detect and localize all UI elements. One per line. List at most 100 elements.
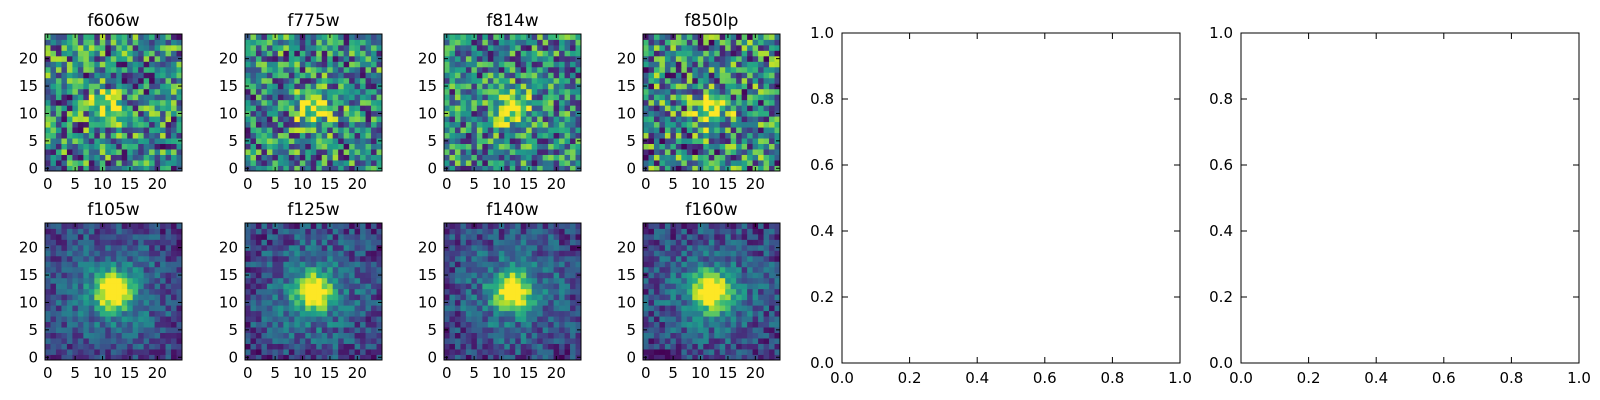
heatmap-cell (50, 121, 57, 128)
heatmap-cell (288, 105, 295, 112)
heatmap-cell (371, 77, 377, 84)
heatmap-cell (332, 44, 339, 51)
heatmap-cell (266, 105, 273, 112)
heatmap-cell (165, 255, 172, 262)
heatmap-cell (272, 255, 279, 262)
heatmap-cell (504, 338, 511, 344)
heatmap-cell (299, 138, 306, 144)
heatmap-cell (708, 272, 715, 279)
heatmap-cell (105, 39, 112, 46)
heatmap-cell (165, 83, 172, 90)
heatmap-cell (476, 127, 483, 134)
heatmap-cell (332, 332, 339, 339)
heatmap-cell (272, 72, 279, 79)
heatmap-cell (542, 66, 549, 73)
heatmap-cell (360, 121, 366, 128)
heatmap-cell (310, 233, 317, 240)
heatmap-cell (127, 66, 134, 73)
y-tick-label: 20 (617, 50, 636, 68)
heatmap-cell (354, 228, 361, 235)
heatmap-cell (708, 349, 715, 355)
y-tick-label: 10 (219, 104, 238, 122)
heatmap-cell (670, 338, 677, 344)
heatmap-cell (465, 338, 472, 344)
heatmap-cell (154, 44, 161, 51)
heatmap-cell (758, 165, 764, 172)
heatmap-cell (45, 132, 51, 139)
heatmap-cell (482, 165, 489, 172)
heatmap-cell (45, 255, 51, 262)
heatmap-cell (564, 244, 571, 251)
heatmap-cell (719, 343, 726, 350)
heatmap-cell (45, 233, 51, 240)
heatmap-cell (283, 88, 290, 95)
heatmap-cell (465, 283, 472, 290)
heatmap-cell (559, 316, 565, 323)
heatmap-cell (160, 138, 166, 144)
heatmap-cell (476, 305, 483, 312)
heatmap-cell (460, 160, 467, 166)
heatmap-cell (66, 44, 73, 51)
heatmap-cell (349, 165, 355, 172)
heatmap-cell (176, 255, 183, 262)
heatmap-cell (482, 255, 489, 262)
heatmap-cell (454, 255, 461, 262)
heatmap-cell (653, 34, 660, 40)
heatmap-cell (498, 349, 505, 355)
heatmap-cell (61, 116, 68, 123)
heatmap-cell (498, 77, 505, 84)
heatmap-cell (747, 61, 753, 68)
heatmap-cell (94, 34, 101, 40)
heatmap-cell (548, 72, 554, 79)
heatmap-cell (171, 61, 177, 68)
heatmap-cell (55, 332, 62, 339)
heatmap-cell (343, 83, 350, 90)
heatmap-cell (349, 149, 355, 155)
heatmap-cell (648, 321, 655, 328)
heatmap-cell (365, 283, 372, 290)
heatmap-cell (77, 321, 84, 328)
heatmap-cell (515, 250, 522, 257)
heatmap-cell (327, 233, 334, 240)
heatmap-cell (670, 332, 677, 339)
heatmap-cell (725, 349, 732, 355)
heatmap-cell (758, 83, 764, 90)
heatmap-cell (454, 61, 461, 68)
heatmap-cell (88, 283, 95, 290)
heatmap-cell (509, 154, 516, 161)
heatmap-cell (99, 338, 106, 344)
heatmap-cell (653, 72, 660, 79)
heatmap-cell (55, 239, 62, 246)
heatmap-cell (493, 255, 500, 262)
heatmap-cell (559, 310, 565, 317)
heatmap-cell (714, 50, 721, 57)
heatmap-cell (272, 160, 279, 166)
heatmap-cell (245, 160, 251, 166)
heatmap-cell (465, 239, 472, 246)
heatmap-cell (444, 121, 450, 128)
heatmap-cell (570, 165, 576, 172)
heatmap-cell (664, 88, 671, 95)
heatmap-cell (564, 277, 571, 284)
heatmap-cell (570, 39, 576, 46)
heatmap-cell (143, 288, 150, 295)
heatmap-cell (316, 72, 323, 79)
heatmap-cell (758, 338, 764, 344)
heatmap-cell (564, 160, 571, 166)
heatmap-cell (553, 272, 560, 279)
heatmap-cell (83, 277, 90, 284)
heatmap-cell (482, 66, 489, 73)
heatmap-cell (110, 110, 117, 117)
heatmap-cell (332, 132, 339, 139)
heatmap-cell (559, 34, 565, 40)
heatmap-cell (537, 132, 544, 139)
heatmap-cell (294, 149, 301, 155)
heatmap-cell (659, 110, 666, 117)
heatmap-cell (176, 143, 183, 150)
heatmap-cell (526, 244, 533, 251)
heatmap-cell (294, 349, 301, 355)
heatmap-cell (45, 310, 51, 317)
heatmap-cell (72, 55, 79, 62)
heatmap-cell (681, 349, 688, 355)
